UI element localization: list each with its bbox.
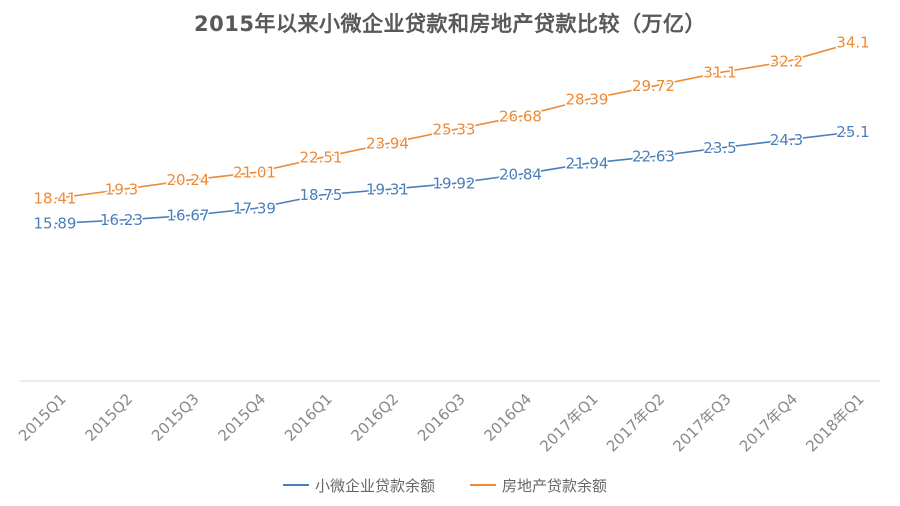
x-tick-label: 2016Q1 xyxy=(281,390,336,445)
data-label: 17.39 xyxy=(233,200,276,218)
legend-label-small-business: 小微企业贷款余额 xyxy=(315,476,436,495)
data-label: 19.3 xyxy=(105,181,138,199)
x-tick-label: 2017年Q4 xyxy=(736,390,801,455)
data-label: 25.33 xyxy=(433,121,476,139)
data-label: 25.1 xyxy=(836,123,869,141)
legend-key-real-estate xyxy=(470,484,496,486)
data-label: 16.67 xyxy=(167,207,210,225)
legend-key-small-business xyxy=(283,484,309,486)
data-label: 22.51 xyxy=(300,149,343,167)
data-label: 26.68 xyxy=(499,107,542,125)
data-label: 16.23 xyxy=(100,211,143,229)
x-tick-label: 2015Q2 xyxy=(81,390,136,445)
data-label: 20.84 xyxy=(499,165,542,183)
x-tick-label: 2016Q4 xyxy=(480,390,535,445)
legend-item-real-estate: 房地产贷款余额 xyxy=(470,474,607,496)
data-label: 21.94 xyxy=(566,154,609,172)
data-labels: 15.89 16.23 16.67 17.39 18.75 19.31 19.92 20.84… xyxy=(32,32,871,234)
data-label: 19.31 xyxy=(366,180,409,198)
data-label: 32.2 xyxy=(770,53,803,71)
x-tick-label: 2015Q1 xyxy=(15,390,70,445)
data-label: 29.72 xyxy=(632,77,675,95)
data-label: 28.39 xyxy=(566,90,609,108)
x-tick-label: 2016Q2 xyxy=(347,390,402,445)
data-label: 20.24 xyxy=(167,171,210,189)
data-label: 31.1 xyxy=(703,64,736,82)
x-tick-label: 2017年Q2 xyxy=(603,390,668,455)
series-lines xyxy=(54,41,854,225)
data-label: 24.3 xyxy=(770,131,803,149)
x-tick-label: 2017年Q3 xyxy=(669,390,734,455)
data-label: 22.63 xyxy=(632,148,675,166)
legend-label-real-estate: 房地产贷款余额 xyxy=(502,476,608,495)
x-tick-label: 2015Q3 xyxy=(148,390,203,445)
chart-title: 2015年以来小微企业贷款和房地产贷款比较（万亿） xyxy=(194,12,706,36)
data-label: 23.5 xyxy=(703,139,736,157)
x-tick-labels: 2015Q1 2015Q2 2015Q3 2015Q4 2016Q1 2016Q2 2016… xyxy=(15,390,868,455)
series-line-0 xyxy=(54,131,854,225)
x-tick-label: 2015Q4 xyxy=(214,390,269,445)
data-label: 18.41 xyxy=(34,189,77,207)
x-tick-label: 2017年Q1 xyxy=(536,390,601,455)
data-label: 18.75 xyxy=(300,186,343,204)
series-line-1 xyxy=(54,41,854,200)
legend-item-small-business: 小微企业贷款余额 xyxy=(283,474,435,496)
x-tick-label: 2018年Q1 xyxy=(802,390,867,455)
data-label: 15.89 xyxy=(34,214,77,232)
data-label: 21.01 xyxy=(233,164,276,182)
x-tick-label: 2016Q3 xyxy=(414,390,469,445)
data-label: 23.94 xyxy=(366,135,409,153)
data-label: 34.1 xyxy=(836,34,869,52)
data-label: 19.92 xyxy=(433,174,476,192)
